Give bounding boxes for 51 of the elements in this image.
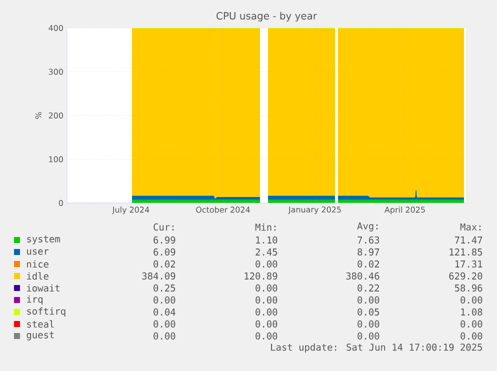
text: 0.00 — [460, 320, 482, 328]
text: 120.89 — [244, 272, 278, 280]
text: 0.00 — [256, 332, 278, 340]
legend-label: user — [27, 249, 49, 255]
legend-label: steal — [27, 320, 54, 328]
legend-label: guest — [26, 332, 54, 340]
text: 58.96 — [454, 284, 482, 292]
text: 0.22 — [358, 284, 379, 292]
text: 121.85 — [450, 248, 482, 256]
text: 0.02 — [358, 260, 379, 268]
text: 0.00 — [256, 308, 278, 316]
text: 0.00 — [460, 296, 482, 304]
text: 0.00 — [256, 284, 278, 292]
text: Max: — [460, 223, 481, 231]
text: 0.00 — [256, 260, 278, 268]
text: 7.63 — [358, 236, 380, 244]
text: 0.00 — [256, 296, 278, 304]
legend-label: irq — [27, 295, 42, 305]
text: 0.02 — [154, 260, 175, 268]
text: Avg: — [357, 222, 378, 232]
text: 384.09 — [142, 272, 176, 280]
text: 0.00 — [154, 296, 176, 304]
text: 629.20 — [449, 272, 482, 280]
text: 0.00 — [358, 332, 380, 340]
text: 2.45 — [256, 248, 278, 256]
text: 6.99 — [154, 236, 176, 244]
text: 0.00 — [460, 332, 482, 340]
text: 0.00 — [154, 320, 176, 328]
legend-label: nice — [27, 260, 48, 268]
legend-label: system — [27, 236, 60, 244]
text: 0.00 — [358, 320, 380, 328]
text: 1.10 — [256, 236, 278, 244]
legend-label: softirq — [27, 307, 66, 317]
text: 71.47 — [454, 236, 482, 244]
text: 0.00 — [358, 296, 380, 304]
text: 0.04 — [154, 308, 176, 316]
text: 0.25 — [154, 284, 176, 292]
text: Min: — [255, 223, 276, 231]
text: 1.08 — [461, 308, 482, 316]
text: 8.97 — [358, 248, 380, 256]
text: Cur: — [154, 223, 174, 231]
text: 6.09 — [154, 248, 176, 256]
text: Last update: Sat Jun 14 17:00:19 2025 — [271, 343, 482, 353]
text: 0.00 — [154, 332, 176, 340]
text: 17.31 — [455, 260, 482, 268]
text: 380.46 — [346, 272, 380, 280]
legend-label: iowait — [27, 284, 60, 292]
text: 0.05 — [358, 308, 380, 316]
text: 0.00 — [256, 320, 278, 328]
legend-label: idle — [27, 272, 48, 280]
chart-title: CPU usage - by year — [216, 12, 318, 22]
